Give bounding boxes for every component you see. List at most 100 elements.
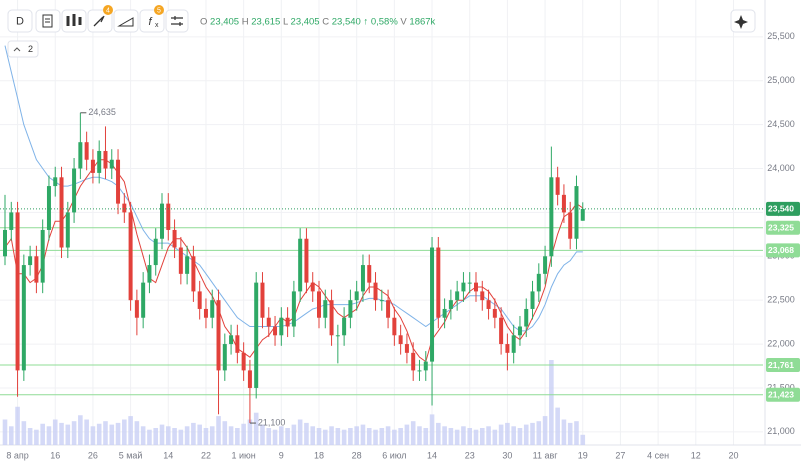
volume-bar <box>21 421 27 445</box>
candle-body <box>53 177 58 187</box>
badge-count: 5 <box>157 7 161 14</box>
volume-bar <box>561 419 567 445</box>
template-button[interactable] <box>35 9 61 33</box>
candle-body <box>417 370 422 372</box>
candle-body <box>423 361 428 371</box>
volume-bar <box>530 422 535 445</box>
volume-bar <box>291 424 297 445</box>
volume-bar <box>498 424 504 445</box>
x-tick-label: 8 апр <box>6 450 28 460</box>
candle-body <box>128 212 133 301</box>
volume-bar <box>178 429 184 445</box>
x-tick-label: 9 <box>279 450 284 460</box>
candle-body <box>392 317 397 336</box>
price-tag-bg <box>766 201 800 216</box>
volume-bar <box>517 428 523 445</box>
x-tick-label: 23 <box>465 450 475 460</box>
volume-bar <box>27 428 33 445</box>
volume-bar <box>310 426 316 445</box>
volume-bar <box>209 426 215 445</box>
x-tick-label: 18 <box>314 450 324 460</box>
x-tick-label: 1 июн <box>232 450 256 460</box>
candle-body <box>398 335 403 345</box>
timeframe-button[interactable]: D <box>7 9 33 33</box>
volume-bar <box>473 429 479 445</box>
volume-bar <box>373 429 378 445</box>
candle-body <box>549 177 554 257</box>
ohlc-value: 23,540 <box>332 16 361 27</box>
candle-body <box>386 300 391 318</box>
candle-body <box>28 256 33 266</box>
settings-button[interactable] <box>165 9 189 33</box>
candle-body <box>166 203 171 230</box>
candle-body <box>317 291 321 318</box>
candle-body <box>279 317 284 336</box>
volume-bar <box>103 421 108 445</box>
volume-bar <box>90 426 96 445</box>
candle-body <box>455 291 460 301</box>
drawing-button[interactable] <box>87 9 113 33</box>
candle-body <box>172 229 177 248</box>
candle-body <box>203 308 208 318</box>
candle-body <box>474 282 478 292</box>
y-tick-label: 25,500 <box>767 31 795 41</box>
volume-value: 1867k <box>409 16 435 27</box>
candle-body <box>103 150 108 169</box>
volume-bar <box>567 422 573 445</box>
candle-body <box>555 177 560 195</box>
candle-body <box>580 208 585 221</box>
volume-bar <box>379 428 385 445</box>
candle-body <box>499 317 504 345</box>
candle-body <box>404 344 409 353</box>
candle-body <box>492 308 497 318</box>
volume-bar <box>260 424 265 445</box>
volume-bar <box>216 416 221 445</box>
volume-bar <box>159 424 165 445</box>
volume-bar <box>536 421 542 445</box>
badge <box>154 5 164 15</box>
volume-bar <box>442 426 447 445</box>
volume-bar <box>505 422 510 445</box>
candle-body <box>134 300 139 318</box>
candle-body <box>480 291 485 301</box>
ruler-button[interactable] <box>113 9 139 33</box>
chart-type-button[interactable] <box>61 9 87 33</box>
x-tick-label: 27 <box>615 450 625 460</box>
x-tick-label: 14 <box>427 450 437 460</box>
candle-body <box>153 238 158 266</box>
volume-bar <box>147 429 152 445</box>
candle-body <box>323 300 328 318</box>
candle-body <box>329 300 334 336</box>
volume-bar <box>360 424 366 445</box>
candle-body <box>442 308 447 318</box>
volume-bar <box>429 414 435 445</box>
level-tag: 21,423 <box>768 389 794 399</box>
y-tick-label: 22,500 <box>767 295 795 305</box>
candle-body <box>46 186 51 230</box>
volume-bar <box>385 426 391 445</box>
assistant-button[interactable] <box>730 9 756 33</box>
x-tick-label: 4 сен <box>647 450 669 460</box>
candle-body <box>185 256 190 274</box>
volume-bar <box>467 428 473 445</box>
level-tag-bg <box>766 220 800 235</box>
x-tick-label: 30 <box>502 450 512 460</box>
volume-bar <box>78 415 83 445</box>
candle-body <box>260 282 265 318</box>
candle-body <box>34 256 39 283</box>
volume-bar <box>122 419 127 445</box>
candle-body <box>84 142 89 160</box>
volume-bar <box>297 419 303 445</box>
indicators-count: 2 <box>28 44 33 54</box>
volume-bar <box>84 419 89 445</box>
volume-bar <box>417 426 422 445</box>
x-tick-label: 26 <box>88 450 98 460</box>
candle-body <box>291 291 296 327</box>
candle-body <box>543 256 548 274</box>
indicators-toggle[interactable]: 2 <box>7 40 39 58</box>
volume-bar <box>366 428 372 445</box>
candle-body <box>486 300 491 309</box>
ohlc-key: H <box>242 16 249 27</box>
